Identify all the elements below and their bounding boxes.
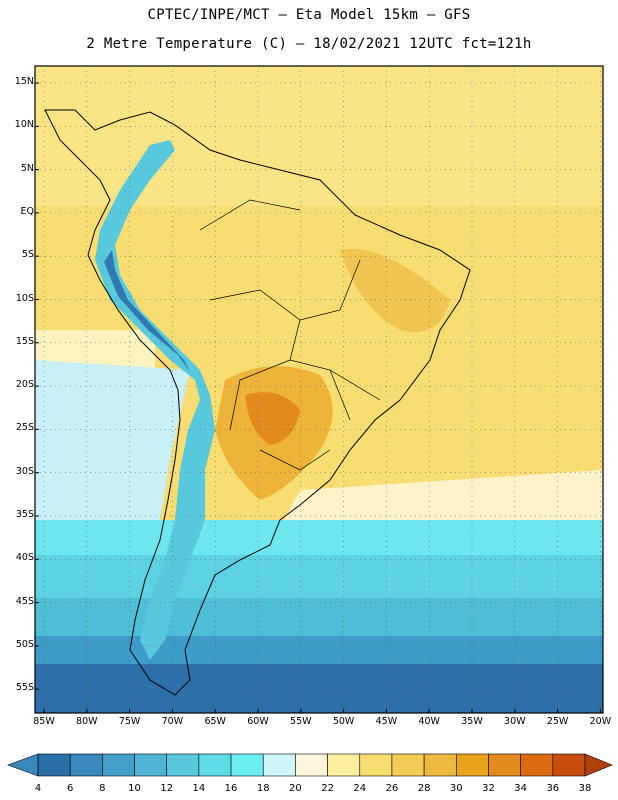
colorbar-swatch [134,753,168,777]
colorbar-label: 38 [578,783,592,794]
colorbar-label: 16 [224,783,238,794]
lon-label: 85W [33,716,55,727]
field-hottest-core [245,392,300,445]
colorbar-label: 8 [99,783,106,794]
colorbar-label: 26 [385,783,399,794]
lat-label: 25S [15,422,34,434]
colorbar-swatch [198,753,232,777]
colorbar-swatch [423,753,457,777]
lon-label: 60W [247,716,269,727]
map-frame [34,65,604,714]
colorbar-label: 6 [66,783,74,794]
colorbar-label: 28 [417,783,431,794]
colorbar-high-arrow [584,753,613,777]
colorbar-swatch [359,753,393,777]
field-warm-ne [340,248,450,332]
lat-label: 20S [15,379,34,391]
colorbar-label: 14 [192,783,206,794]
field-band-6 [35,664,603,713]
colorbar-swatch [166,753,200,777]
colorbar-swatch [520,753,554,777]
colorbar-swatch [37,753,71,777]
graticule [35,66,603,713]
field-band-16 [35,555,603,600]
field-pacific-cool [35,360,190,520]
country-borders [199,199,381,471]
colorbar-low-arrow [7,753,39,777]
field-band-14 [35,598,603,638]
colorbar-swatch [295,753,328,777]
lat-label: 5N [20,162,34,174]
colorbar-swatch [102,753,135,777]
lon-label: 50W [332,716,355,727]
andes-cold-strip [95,140,215,660]
colorbar-label: 18 [256,783,270,794]
lat-label: 5S [21,249,34,261]
lon-label: 65W [204,716,226,727]
lon-label: 20W [589,716,612,727]
lat-label: 55S [15,682,34,694]
colorbar-swatch [488,753,521,777]
colorbar-swatch [230,753,264,777]
lon-label: 45W [375,716,398,727]
lon-label: 25W [546,716,569,727]
colorbar-swatch [327,753,361,777]
lon-label: 55W [290,716,312,727]
lon-label: 70W [161,716,184,727]
lon-label: 35W [461,716,483,727]
colorbar-swatch [262,753,296,777]
colorbar-label: 34 [514,783,527,794]
lon-label: 30W [504,716,526,727]
lat-label: 10S [15,292,34,304]
colorbar-label: 10 [128,783,141,794]
lat-label: 30S [15,465,34,477]
lat-label: 15N [14,76,34,87]
colorbar-label: 36 [546,783,560,794]
temperature-field [35,66,603,713]
lat-label: 50S [15,638,34,650]
colorbar [7,753,613,777]
field-band-10 [35,636,603,666]
colorbar-label: 30 [449,783,463,794]
lat-label: 40S [15,552,34,564]
field-band-18 [35,520,603,560]
lat-label: 35S [15,509,34,520]
colorbar-swatch [69,753,103,777]
map-title-line-2: 2 Metre Temperature (C) – 18/02/2021 12U… [86,36,532,52]
colorbar-swatch [552,753,586,777]
andes-coldest-peaks [104,250,190,372]
colorbar-swatch [455,753,489,777]
colorbar-label: 12 [160,783,174,794]
lat-label: 45S [15,595,34,607]
colorbar-label: 20 [289,783,302,794]
continent-outline [44,109,471,696]
lon-label: 40W [418,716,440,727]
colorbar-label: 24 [353,783,367,794]
map-title-line-1: CPTEC/INPE/MCT – Eta Model 15km – GFS [147,7,471,23]
lat-label: EQ [20,205,34,217]
colorbar-label: 22 [321,783,334,794]
colorbar-swatch [391,753,425,777]
colorbar-label: 4 [34,783,42,794]
colorbar-label: 32 [482,783,495,794]
lat-label: 15S [15,335,34,347]
field-north-band [35,66,603,206]
lon-label: 75W [118,716,141,727]
lon-label: 80W [76,716,98,727]
lat-label: 10N [14,119,34,131]
